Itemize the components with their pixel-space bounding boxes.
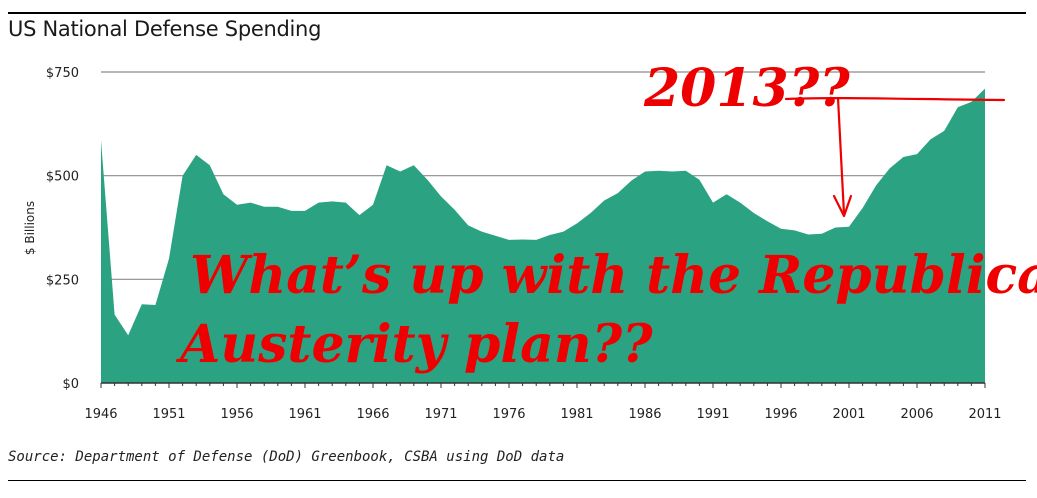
x-tick-label: 1971 bbox=[424, 407, 457, 422]
area-layer bbox=[101, 88, 985, 383]
source-note: Source: Department of Defense (DoD) Gree… bbox=[8, 449, 565, 465]
x-tick-label: 1981 bbox=[560, 407, 593, 422]
x-tick-label: 1961 bbox=[288, 407, 321, 422]
y-tick-label: $250 bbox=[46, 273, 79, 288]
y-tick-label: $750 bbox=[46, 66, 79, 81]
annotation-line-2: Austerity plan?? bbox=[175, 314, 653, 375]
annotation-hand-line bbox=[784, 97, 1006, 102]
x-tick-label: 1956 bbox=[220, 407, 253, 422]
chart-title: US National Defense Spending bbox=[8, 17, 322, 41]
x-tick-label: 2011 bbox=[968, 407, 1001, 422]
x-tick-label: 1986 bbox=[628, 407, 661, 422]
x-tick-label: 2001 bbox=[832, 407, 865, 422]
x-tick-label: 1951 bbox=[152, 407, 185, 422]
defense-spending-area bbox=[101, 88, 985, 383]
y-tick-label: $500 bbox=[46, 170, 79, 185]
x-tick-label: 2006 bbox=[900, 407, 933, 422]
axis-layer: $0 $250 $500 $750 1946 1951 1956 1961 1966 1971 19… bbox=[46, 66, 1002, 422]
annotation-2013: 2013?? bbox=[643, 58, 850, 119]
annotation-line-1: What’s up with the Republican bbox=[190, 245, 1037, 306]
annotation-arrow-line bbox=[836, 96, 846, 216]
annotation-layer: 2013?? What’s up with the Republican Aus… bbox=[175, 58, 1037, 375]
bottom-rule bbox=[8, 480, 1026, 481]
x-tick-label: 1976 bbox=[492, 407, 525, 422]
x-tick-label: 1946 bbox=[84, 407, 117, 422]
x-tick-label: 1966 bbox=[356, 407, 389, 422]
y-axis-label: $ Billions bbox=[23, 201, 37, 255]
top-rule bbox=[8, 12, 1026, 14]
x-tick-label: 1996 bbox=[764, 407, 797, 422]
annotation-arrowhead bbox=[832, 194, 853, 218]
y-tick-label: $0 bbox=[62, 377, 79, 392]
x-tick-label: 1991 bbox=[696, 407, 729, 422]
